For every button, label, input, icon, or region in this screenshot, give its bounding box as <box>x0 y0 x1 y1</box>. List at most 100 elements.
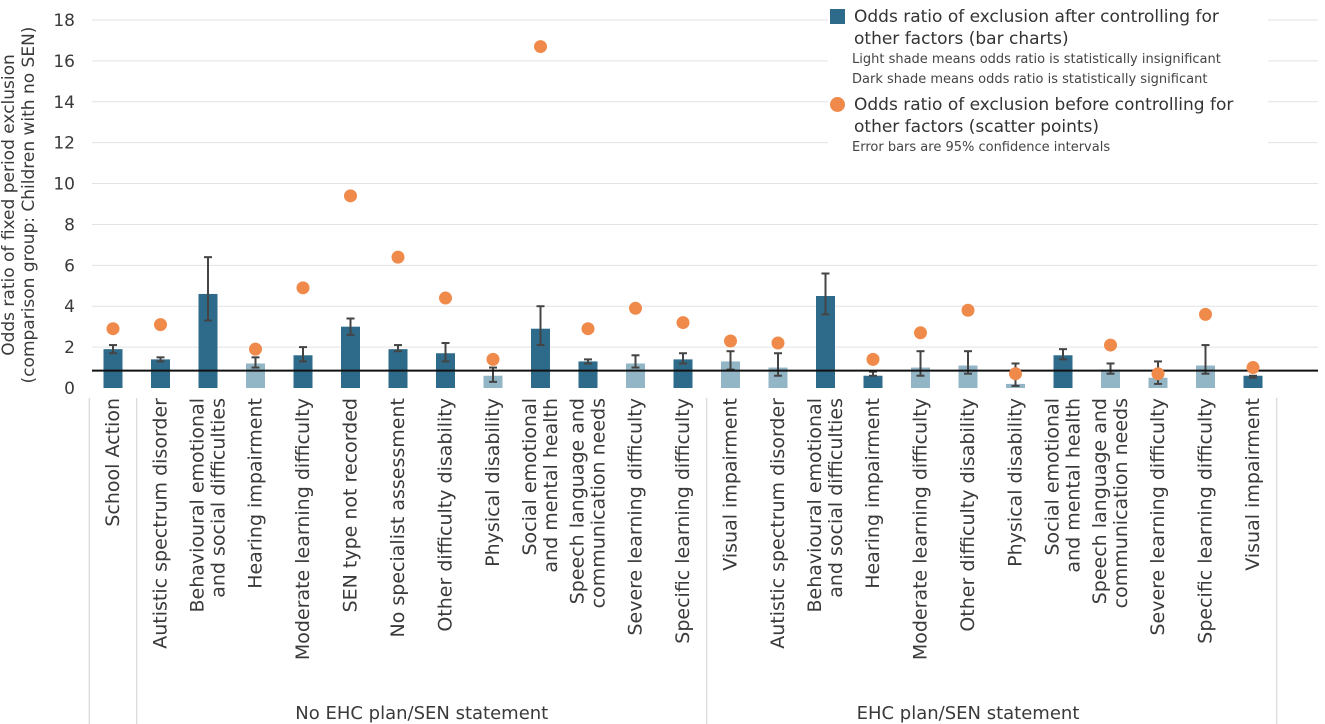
legend-bar-swatch <box>830 9 845 24</box>
group-label: EHC plan/SEN statement <box>857 703 1080 724</box>
x-tick-label-line: No specialist assessment <box>387 398 409 637</box>
x-tick-label-line: Moderate learning difficulty <box>292 398 314 660</box>
x-tick-label: Speech language andcommunication needs <box>567 398 610 608</box>
x-tick-label-line: and social difficulties <box>825 398 847 598</box>
x-tick-label-line: Hearing impairment <box>245 398 267 589</box>
bar <box>388 349 408 388</box>
bar <box>626 363 645 388</box>
scatter-point <box>154 318 167 332</box>
x-tick-label: Autistic spectrum disorder <box>150 398 172 649</box>
bar <box>1101 369 1120 388</box>
group-labels: No EHC plan/SEN statement EHC plan/SEN st… <box>88 398 1278 724</box>
bar <box>721 361 740 388</box>
y-tick-label: 16 <box>53 52 75 72</box>
x-tick-label-line: and social difficulties <box>208 398 230 598</box>
x-tick-label-line: Physical disability <box>1005 398 1027 567</box>
x-tick-label: Specific learning difficulty <box>1195 398 1217 644</box>
error-bars <box>109 256 1257 387</box>
bar <box>246 363 265 388</box>
legend-note-dark: Dark shade means odds ratio is statistic… <box>852 72 1208 87</box>
group-label: No EHC plan/SEN statement <box>295 703 548 724</box>
x-tick-label: School Action <box>102 398 124 527</box>
y-tick-label: 2 <box>64 338 75 358</box>
x-tick-label: Other difficulty disability <box>957 398 979 632</box>
x-tick-label-line: and mental health <box>1063 398 1085 573</box>
bar <box>531 328 550 388</box>
x-tick-label-line: Behavioural emotional <box>187 398 209 613</box>
x-tick-label-line: Visual impairment <box>1242 398 1264 571</box>
scatter-point <box>486 352 500 366</box>
legend-note-light: Light shade means odds ratio is statisti… <box>852 52 1221 67</box>
x-tick-label: Social emotionaland mental health <box>1042 398 1085 573</box>
x-tick-label: Autistic spectrum disorder <box>767 398 789 649</box>
bar <box>103 349 123 388</box>
legend-bar-entry: Odds ratio of exclusion after controllin… <box>828 6 1268 50</box>
bar <box>911 367 930 388</box>
scatter-point <box>344 189 357 203</box>
y-axis-label-line: (comparison group: Children with no SEN) <box>19 27 39 384</box>
y-tick-label: 18 <box>53 11 75 31</box>
scatter-point <box>1199 307 1212 321</box>
y-tick-label: 8 <box>64 215 75 235</box>
x-tick-label: Behavioural emotionaland social difficul… <box>187 398 230 613</box>
x-tick-label: Severe learning difficulty <box>1147 398 1169 636</box>
legend-bar-label: Odds ratio of exclusion after controllin… <box>854 7 1219 49</box>
bar <box>151 359 170 388</box>
scatter-point <box>439 291 452 305</box>
bars <box>103 293 1263 388</box>
scatter-point <box>534 40 547 54</box>
x-tick-label-line: Physical disability <box>482 398 504 567</box>
y-tick-label: 12 <box>53 134 75 154</box>
x-tick-label: No specialist assessment <box>387 398 409 637</box>
bar <box>578 361 598 388</box>
scatter-point <box>676 316 690 330</box>
bar <box>863 375 883 388</box>
y-tick-label: 10 <box>53 175 75 195</box>
y-tick-labels: 0 2 4 6 8 10 12 14 16 18 <box>53 11 75 399</box>
x-tick-label-line: Visual impairment <box>720 398 742 571</box>
x-tick-label-line: and mental health <box>540 398 562 573</box>
scatter-point <box>961 303 975 317</box>
x-tick-label-line: Behavioural emotional <box>804 398 826 613</box>
y-tick-label: 4 <box>64 297 75 317</box>
x-tick-label: Visual impairment <box>1242 398 1264 571</box>
scatter-point <box>1104 338 1117 352</box>
x-tick-label-line: Moderate learning difficulty <box>910 398 932 660</box>
y-tick-label: 6 <box>64 256 75 276</box>
bar <box>1243 375 1263 388</box>
x-tick-label: Hearing impairment <box>245 398 267 589</box>
x-tick-label-line: Autistic spectrum disorder <box>767 398 789 649</box>
x-tick-label: Social emotionaland mental health <box>519 398 562 573</box>
x-tick-label: Other difficulty disability <box>435 398 457 632</box>
x-tick-label-line: School Action <box>102 398 124 527</box>
legend-note-errorbars: Error bars are 95% confidence intervals <box>852 140 1111 155</box>
x-tick-label-line: Speech language and <box>567 398 589 604</box>
scatter-point <box>296 281 310 295</box>
legend-point-swatch <box>830 97 845 112</box>
x-tick-label: SEN type not recorded <box>340 398 362 612</box>
x-tick-label-line: Hearing impairment <box>862 398 884 589</box>
x-tick-label-line: Severe learning difficulty <box>625 398 647 636</box>
y-axis-label: Odds ratio of fixed period exclusion(com… <box>0 27 39 384</box>
y-tick-label: 14 <box>53 93 75 113</box>
legend-point-entry: Odds ratio of exclusion before controlli… <box>828 94 1268 138</box>
x-tick-label-line: communication needs <box>1110 398 1132 608</box>
x-tick-label-line: Other difficulty disability <box>435 398 457 632</box>
scatter-point <box>866 352 880 366</box>
scatter-point <box>724 334 737 348</box>
scatter-point <box>391 250 405 264</box>
x-tick-label-line: Speech language and <box>1089 398 1111 604</box>
y-tick-label: 0 <box>64 379 75 399</box>
bar <box>673 359 693 388</box>
scatter-point <box>771 336 785 350</box>
x-tick-label-line: communication needs <box>588 398 610 608</box>
scatter-point <box>914 326 927 340</box>
x-tick-label: Behavioural emotionaland social difficul… <box>804 398 847 613</box>
gridlines <box>92 19 1318 348</box>
scatter-point <box>581 322 595 336</box>
x-tick-label-line: Severe learning difficulty <box>1147 398 1169 636</box>
scatter-points <box>106 40 1260 381</box>
x-tick-label-line: Social emotional <box>1042 398 1064 556</box>
x-tick-label-line: Specific learning difficulty <box>1195 398 1217 644</box>
